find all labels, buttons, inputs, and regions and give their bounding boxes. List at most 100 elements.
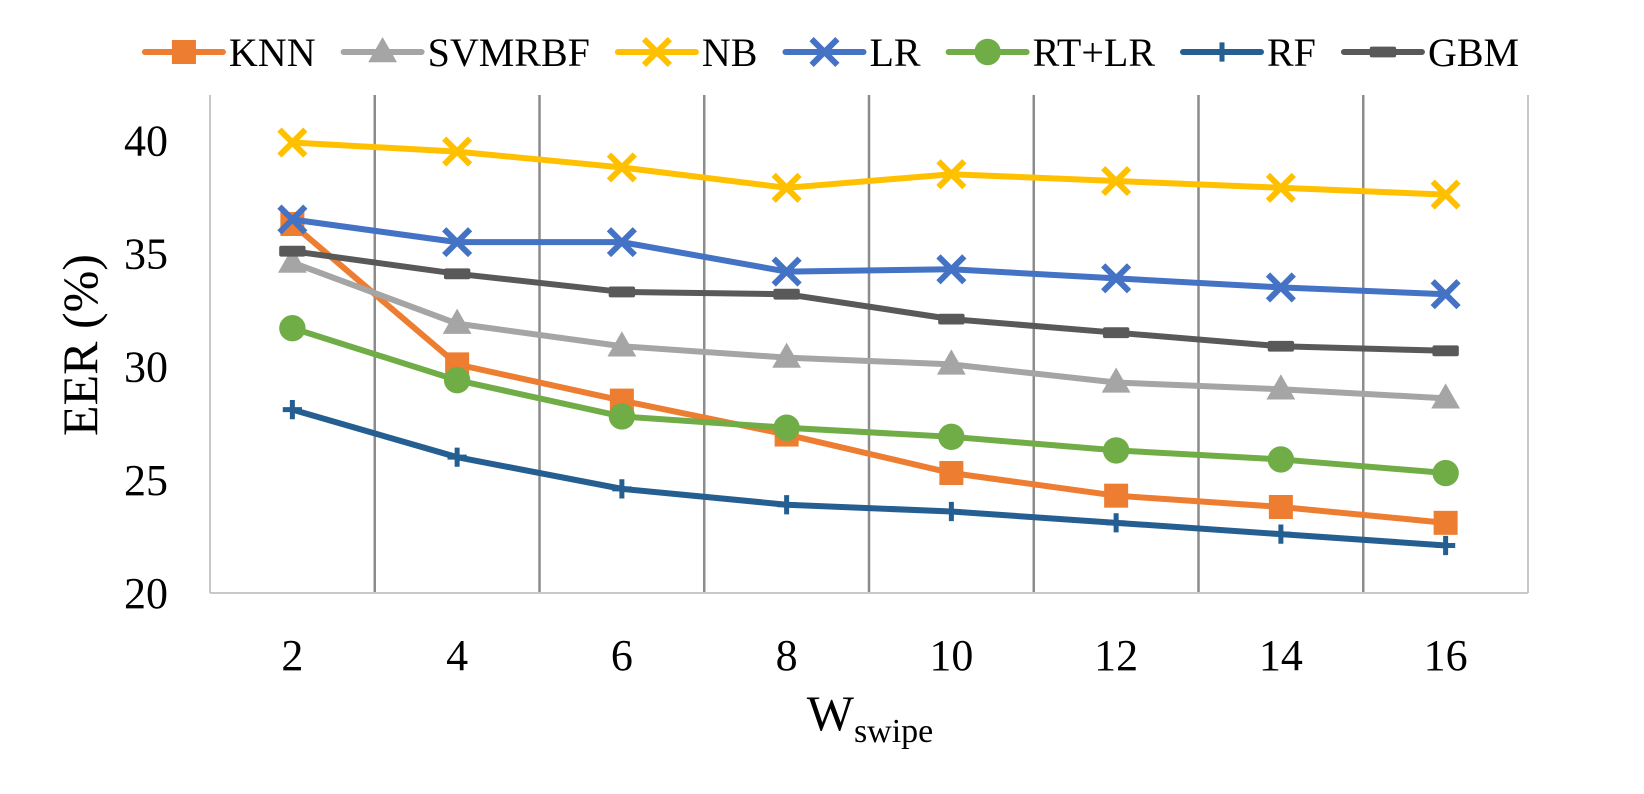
data-point-rf — [282, 400, 302, 420]
data-point-svmrbf — [1431, 383, 1461, 409]
data-point-nb — [936, 159, 967, 190]
data-point-rf — [447, 447, 467, 467]
x-tick-label: 2 — [281, 631, 303, 680]
data-point-svmrbf — [277, 247, 307, 273]
data-point-nb — [1265, 172, 1296, 203]
data-point-rt-lr — [1102, 437, 1130, 464]
data-point-gbm — [1432, 345, 1459, 357]
data-point-lr — [442, 227, 473, 258]
series-line-lr — [289, 216, 1449, 298]
data-point-nb — [771, 172, 802, 203]
series-line-svmrbf — [289, 259, 1449, 402]
data-point-svmrbf — [607, 331, 637, 357]
data-point-rf — [1271, 524, 1291, 544]
legend-label: GBM — [1428, 30, 1519, 75]
y-tick-label: 25 — [124, 456, 168, 505]
data-point-knn — [1104, 483, 1129, 508]
y-tick-label: 30 — [124, 343, 168, 392]
data-point-lr — [1430, 279, 1461, 310]
series-rf — [282, 400, 1456, 556]
data-point-gbm — [773, 288, 800, 300]
data-point-nb — [1101, 165, 1132, 197]
data-point-rt-lr — [1432, 459, 1459, 487]
legend-marker-lr — [809, 36, 840, 68]
x-axis-title: Wswipe — [807, 685, 934, 750]
series-nb — [277, 127, 1461, 210]
data-point-rf — [612, 479, 632, 499]
data-point-svmrbf — [772, 342, 802, 368]
data-point-rf — [777, 495, 797, 515]
x-tick-label: 12 — [1094, 631, 1138, 680]
x-tick-label: 4 — [446, 631, 468, 680]
data-point-nb — [442, 136, 473, 167]
y-axis-title: EER (%) — [52, 254, 108, 436]
legend: KNN SVMRBF NB LR RT+LR RF GBM — [141, 30, 1519, 75]
data-point-rf — [1436, 535, 1456, 556]
series-line-gbm — [289, 248, 1449, 354]
legend-label: KNN — [229, 30, 316, 75]
legend-label: NB — [702, 30, 758, 75]
data-point-knn — [1433, 510, 1458, 535]
data-point-knn — [1268, 494, 1293, 519]
data-point-gbm — [443, 268, 471, 280]
data-point-rt-lr — [1267, 446, 1295, 473]
data-point-nb — [1430, 179, 1461, 210]
data-point-svmrbf — [442, 308, 472, 334]
series-lr — [277, 204, 1461, 310]
data-point-rt-lr — [773, 414, 800, 441]
data-point-lr — [1101, 263, 1132, 294]
data-point-lr — [606, 227, 637, 258]
x-tick-label: 14 — [1259, 631, 1303, 680]
data-point-rf — [941, 501, 961, 522]
series-svmrbf — [277, 247, 1461, 409]
y-tick-label: 40 — [124, 116, 168, 165]
x-axis-title-main: W — [807, 685, 855, 741]
data-point-gbm — [938, 313, 965, 325]
legend-marker-gbm — [1369, 46, 1397, 58]
data-point-rt-lr — [279, 314, 306, 342]
data-point-rt-lr — [608, 403, 636, 430]
axes: 20 25 30 35 40 2 4 6 8 10 12 14 16 — [124, 116, 1528, 680]
legend-marker-rt-lr — [974, 38, 1001, 66]
grid-lines — [209, 95, 1529, 593]
data-point-svmrbf — [1101, 367, 1131, 393]
data-point-gbm — [279, 245, 306, 257]
data-point-lr — [771, 256, 802, 287]
legend-label: RT+LR — [1033, 30, 1156, 75]
legend-label: RF — [1267, 30, 1316, 75]
data-point-gbm — [1102, 327, 1130, 339]
data-point-gbm — [608, 286, 636, 298]
series-line-rt-lr — [289, 325, 1449, 477]
series-gbm — [279, 245, 1459, 357]
data-point-gbm — [1267, 340, 1295, 352]
series-rt-lr — [279, 314, 1459, 487]
data-point-nb — [277, 127, 308, 158]
y-tick-label: 35 — [124, 229, 168, 278]
x-tick-label: 8 — [776, 631, 798, 680]
data-point-rt-lr — [443, 367, 471, 394]
y-tick-label: 20 — [124, 569, 168, 618]
legend-marker-nb — [641, 36, 672, 68]
series-line-rf — [289, 406, 1449, 549]
data-point-svmrbf — [1266, 374, 1296, 400]
data-point-lr — [277, 204, 308, 235]
legend-marker-svmrbf — [368, 37, 397, 63]
series-line-nb — [289, 139, 1449, 198]
series-line-knn — [289, 221, 1449, 526]
x-tick-label: 6 — [611, 631, 633, 680]
legend-label: LR — [869, 30, 920, 75]
x-tick-label: 16 — [1424, 631, 1468, 680]
x-tick-label: 10 — [929, 631, 973, 680]
data-point-lr — [1265, 272, 1296, 303]
data-point-lr — [936, 254, 967, 285]
legend-label: SVMRBF — [428, 30, 590, 75]
data-point-rf — [1106, 513, 1126, 533]
legend-marker-knn — [171, 40, 196, 64]
x-axis-title-subscript: swipe — [854, 713, 933, 750]
data-point-nb — [606, 152, 637, 183]
series-lines — [277, 127, 1461, 556]
legend-marker-rf — [1212, 42, 1232, 62]
data-point-svmrbf — [936, 349, 966, 375]
data-point-knn — [939, 461, 964, 486]
